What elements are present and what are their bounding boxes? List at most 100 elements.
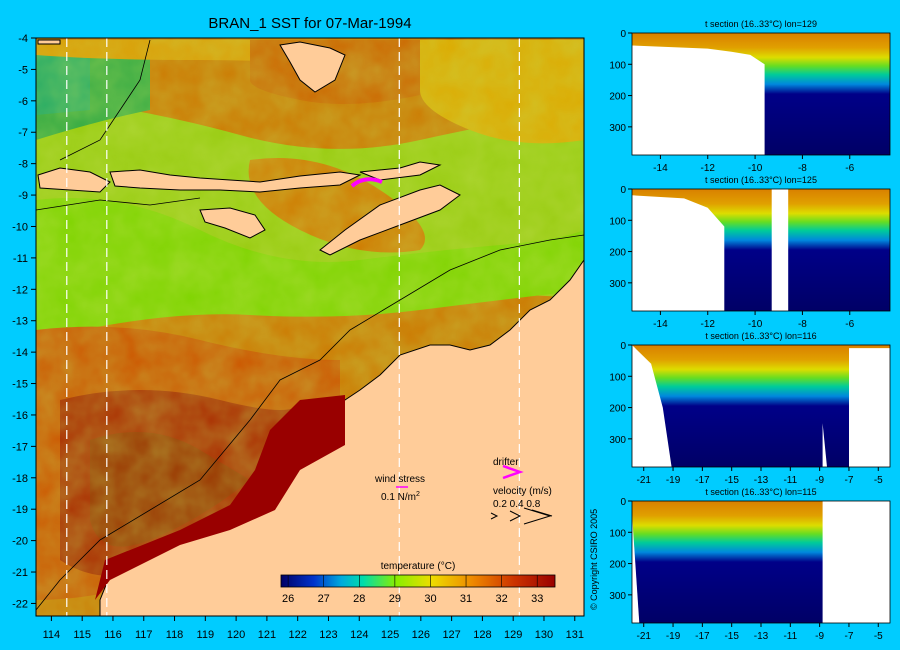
section-x-tick-label: -10 — [748, 319, 763, 330]
section-title: t section (16..33°C) lon=125 — [705, 175, 817, 185]
section-panel: t section (16..33°C) lon=116 -21 -19 -17 -15… — [609, 331, 891, 486]
map-x-tick-label: 125 — [381, 629, 399, 641]
seafloor-mask — [822, 423, 827, 467]
map-x-tick-label: 131 — [566, 629, 584, 641]
map-y-tick-label: -11 — [13, 253, 28, 265]
colorbar-tick-label: 32 — [495, 593, 507, 605]
velocity-legend-arrows — [490, 507, 553, 525]
section-x-tick-label: -7 — [845, 475, 854, 486]
map-y-tick-label: -5 — [18, 64, 28, 76]
section-y-tick-label: 0 — [620, 185, 626, 196]
map-x-tick-label: 124 — [350, 629, 368, 641]
map-y-tick-label: -19 — [12, 504, 28, 516]
map-y-tick-label: -20 — [12, 536, 28, 548]
map-y-tick-label: -10 — [12, 221, 28, 233]
seafloor-mask — [849, 348, 890, 467]
section-x-tick-label: -17 — [695, 631, 710, 642]
colorbar-tick-label: 28 — [353, 593, 365, 605]
map-x-tick-label: 130 — [535, 629, 553, 641]
section-x-tick-label: -6 — [845, 319, 854, 330]
section-y-tick-label: 300 — [609, 279, 626, 290]
map-y-tick-label: -13 — [12, 316, 28, 328]
map-x-tick-label: 122 — [289, 629, 307, 641]
wind-stress-label: wind stress — [374, 474, 425, 485]
section-x-tick-label: -12 — [701, 163, 716, 174]
section-x-tick-label: -19 — [666, 475, 681, 486]
section-x-tick-label: -21 — [637, 475, 652, 486]
map-y-tick-label: -22 — [12, 598, 28, 610]
section-field — [632, 345, 890, 467]
section-y-tick-label: 200 — [609, 560, 626, 571]
section-x-tick-label: -5 — [874, 475, 883, 486]
map-y-tick-label: -4 — [18, 33, 28, 45]
seafloor-mask — [822, 501, 890, 623]
section-y-tick-label: 300 — [609, 123, 626, 134]
section-x-tick-label: -9 — [815, 631, 824, 642]
section-x-tick-label: -9 — [815, 475, 824, 486]
map-x-tick-label: 117 — [135, 629, 153, 641]
shelf-contour — [35, 234, 585, 611]
colorbar-tick-label: 31 — [460, 593, 472, 605]
colorbar-tick-label: 27 — [318, 593, 330, 605]
drifter-legend-icon — [502, 464, 524, 480]
section-x-tick-label: -13 — [754, 475, 769, 486]
map-y-tick-label: -7 — [18, 127, 28, 139]
section-y-tick-label: 200 — [609, 92, 626, 103]
section-y-tick-label: 100 — [609, 60, 626, 71]
section-y-tick-label: 300 — [609, 435, 626, 446]
section-y-tick-label: 0 — [620, 29, 626, 40]
section-y-tick-label: 200 — [609, 404, 626, 415]
map-x-tick-label: 126 — [412, 629, 430, 641]
section-x-tick-label: -21 — [637, 631, 652, 642]
section-title: t section (16..33°C) lon=115 — [705, 487, 816, 497]
colorbar — [280, 574, 556, 588]
map-y-tick-label: -12 — [12, 284, 28, 296]
velocity-ticks: 0.2 0.4 0.8 — [493, 499, 541, 510]
section-x-tick-label: -10 — [748, 163, 763, 174]
map-x-tick-label: 127 — [442, 629, 460, 641]
section-y-tick-label: 0 — [620, 341, 626, 352]
colorbar-tick-label: 30 — [424, 593, 436, 605]
section-lines — [66, 38, 520, 616]
section-y-tick-label: 200 — [609, 248, 626, 259]
map-x-tick-label: 123 — [319, 629, 337, 641]
section-y-tick-label: 100 — [609, 528, 626, 539]
colorbar-label: temperature (°C) — [381, 561, 456, 572]
section-title: t section (16..33°C) lon=116 — [705, 331, 816, 341]
map-x-tick-label: 116 — [104, 629, 122, 641]
map-x-tick-label: 128 — [473, 629, 491, 641]
section-x-tick-label: -8 — [798, 163, 807, 174]
map-y-tick-label: -17 — [12, 441, 28, 453]
map-x-tick-label: 118 — [166, 629, 184, 641]
section-x-tick-label: -19 — [666, 631, 681, 642]
map-x-tick-label: 114 — [43, 629, 61, 641]
seafloor-mask — [632, 513, 640, 623]
colorbar-tick-label: 26 — [282, 593, 294, 605]
wind-stress-value: 0.1 N/m2 — [381, 491, 420, 503]
seafloor-mask — [771, 189, 789, 311]
seafloor-mask — [632, 195, 725, 311]
section-panel: t section (16..33°C) lon=125 -14 -12 -10 -8 -… — [609, 175, 891, 330]
map-axes: 114 115 116 117 118 119 120 121 122 123 124 125 126 1… — [12, 33, 584, 641]
map-y-tick-label: -6 — [18, 96, 28, 108]
drifter-track — [350, 177, 383, 188]
section-x-tick-label: -15 — [724, 631, 739, 642]
map-y-tick-label: -18 — [12, 473, 28, 485]
map-x-tick-label: 129 — [504, 629, 522, 641]
map-y-tick-label: -21 — [12, 567, 28, 579]
section-x-tick-label: -8 — [798, 319, 807, 330]
map-frame — [35, 37, 585, 617]
section-x-tick-label: -5 — [874, 631, 883, 642]
section-y-tick-label: 100 — [609, 372, 626, 383]
velocity-label: velocity (m/s) — [493, 486, 552, 497]
map-y-tick-label: -8 — [18, 159, 28, 171]
copyright-text: © Copyright CSIRO 2005 — [589, 509, 599, 610]
drifter-label: drifter — [493, 457, 519, 468]
map-x-tick-label: 120 — [227, 629, 245, 641]
section-x-tick-label: -11 — [783, 631, 797, 642]
section-frame — [631, 188, 891, 312]
seafloor-mask — [632, 45, 765, 155]
section-frame — [631, 32, 891, 156]
seafloor-mask — [632, 345, 672, 467]
